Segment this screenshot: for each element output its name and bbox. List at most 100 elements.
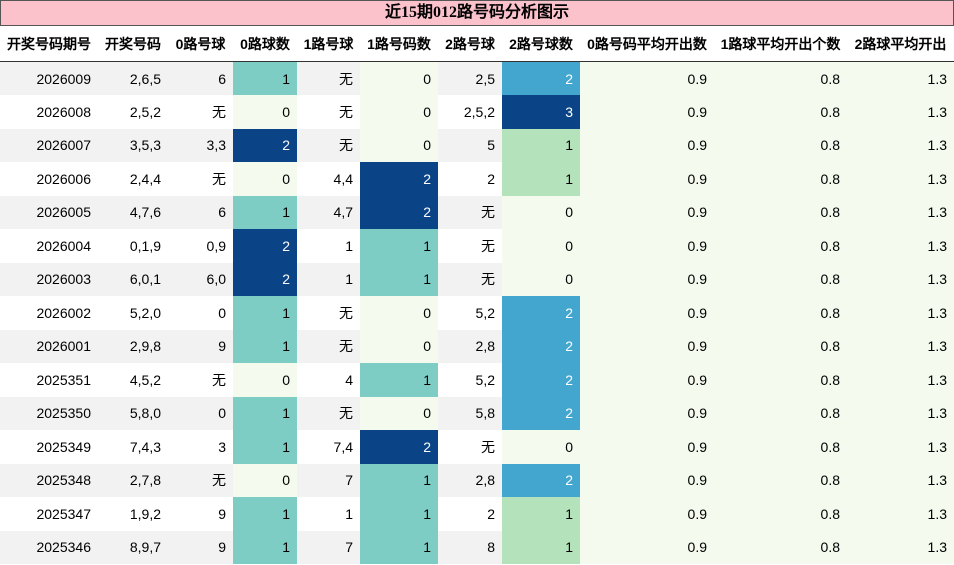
table-cell: 1.3 xyxy=(847,162,954,196)
table-cell: 1.3 xyxy=(847,61,954,95)
table-cell: 2 xyxy=(233,128,297,162)
table-cell: 0.9 xyxy=(580,329,714,363)
column-header: 开奖号码 xyxy=(98,26,168,62)
table-title: 近15期012路号码分析图示 xyxy=(0,0,954,26)
table-cell: 2 xyxy=(502,61,580,95)
table-cell: 无 xyxy=(168,463,233,497)
table-cell: 0.8 xyxy=(714,530,847,564)
table-row: 2026009 2,6,5 6 1 无 0 2,5 2 0.9 0.8 1.3 xyxy=(0,61,954,95)
table-cell: 无 xyxy=(212,371,226,388)
table-cell: 2 xyxy=(502,329,580,363)
table-row: 2026001 2,9,8 9 1 无 0 2,8 2 0.9 0.8 1.3 xyxy=(0,329,954,363)
table-cell: 2 xyxy=(502,396,580,430)
table-cell: 2,8 xyxy=(438,463,502,497)
table-cell: 2 xyxy=(502,363,580,397)
table-cell: 1.3 xyxy=(847,262,954,296)
table-cell: 1 xyxy=(233,530,297,564)
table-row: 2026004 0,1,9 0,9 2 1 1 无 0 0.9 0.8 1.3 xyxy=(0,229,954,263)
table-body: 2026009 2,6,5 6 1 无 0 2,5 2 0.9 0.8 1.3 2026008 2,5,… xyxy=(0,61,954,564)
table-cell: 7,4,3 xyxy=(129,438,161,455)
table-cell: 4,4 xyxy=(333,170,353,187)
table-cell: 1 xyxy=(345,237,353,254)
table-cell: 1 xyxy=(233,61,297,95)
table-row: 2026007 3,5,3 3,3 2 无 0 5 1 0.9 0.8 1.3 xyxy=(0,128,954,162)
table-cell: 1.3 xyxy=(847,229,954,263)
column-header: 2路号球数 xyxy=(502,26,580,62)
table-cell: 无 xyxy=(297,128,360,162)
table-cell: 5,8,0 xyxy=(98,396,168,430)
column-header: 1路号球 xyxy=(297,26,360,62)
table-cell: 2026006 xyxy=(36,170,91,187)
table-cell: 1 xyxy=(360,229,438,263)
table-cell: 2026005 xyxy=(0,195,98,229)
column-header: 2路球平均开出 xyxy=(847,26,954,62)
table-cell: 0.8 xyxy=(714,262,847,296)
table-cell: 2 xyxy=(487,170,495,187)
table-cell: 3 xyxy=(502,95,580,129)
table-row: 2026003 6,0,1 6,0 2 1 1 无 0 0.9 0.8 1.3 xyxy=(0,262,954,296)
table-cell: 7 xyxy=(297,530,360,564)
table-cell: 1 xyxy=(502,497,580,531)
table-cell: 0.9 xyxy=(580,497,714,531)
table-cell: 0 xyxy=(360,95,438,129)
table-cell: 2026002 xyxy=(36,304,91,321)
table-cell: 1 xyxy=(360,463,438,497)
table-cell: 2,9,8 xyxy=(98,329,168,363)
table-cell: 1.3 xyxy=(847,95,954,129)
table-cell: 0.8 xyxy=(714,497,847,531)
table-cell: 0.8 xyxy=(714,396,847,430)
table-cell: 9 xyxy=(168,329,233,363)
table-cell: 2 xyxy=(502,463,580,497)
table-cell: 0.9 xyxy=(580,195,714,229)
table-cell: 0 xyxy=(360,61,438,95)
table-cell: 1.3 xyxy=(847,530,954,564)
table-cell: 0.9 xyxy=(580,396,714,430)
table-cell: 无 xyxy=(438,262,502,296)
column-header: 2路号球 xyxy=(438,26,502,62)
table-row: 2025346 8,9,7 9 1 7 1 8 1 0.9 0.8 1.3 xyxy=(0,530,954,564)
table-cell: 0.9 xyxy=(580,128,714,162)
analysis-table: 开奖号码期号 开奖号码 0路号球 0路球数 1路号球 1路号码数 2路号球 2路号球数 0路号码… xyxy=(0,26,954,564)
table-cell: 0 xyxy=(233,463,297,497)
table-cell: 2026001 xyxy=(0,329,98,363)
table-cell: 1 xyxy=(233,430,297,464)
table-cell: 2,7,8 xyxy=(98,463,168,497)
table-cell: 2 xyxy=(233,229,297,263)
table-cell: 6,0,1 xyxy=(98,262,168,296)
table-cell: 0 xyxy=(218,304,226,321)
table-cell: 2 xyxy=(487,505,495,522)
table-cell: 无 xyxy=(297,329,360,363)
table-cell: 2 xyxy=(360,430,438,464)
table-cell: 0.8 xyxy=(714,61,847,95)
table-cell: 0,1,9 xyxy=(129,237,161,254)
table-cell: 9 xyxy=(218,505,226,522)
table-cell: 无 xyxy=(212,170,226,187)
table-cell: 1 xyxy=(297,262,360,296)
header-row: 开奖号码期号 开奖号码 0路号球 0路球数 1路号球 1路号码数 2路号球 2路号球数 0路号码… xyxy=(0,26,954,62)
table-cell: 2025348 xyxy=(0,463,98,497)
column-header: 0路号码平均开出数 xyxy=(580,26,714,62)
table-row: 2025350 5,8,0 0 1 无 0 5,8 2 0.9 0.8 1.3 xyxy=(0,396,954,430)
table-row: 2026002 5,2,0 0 1 无 0 5,2 2 0.9 0.8 1.3 xyxy=(0,296,954,330)
table-cell: 3,3 xyxy=(168,128,233,162)
table-cell: 无 xyxy=(212,103,226,120)
table-cell: 0 xyxy=(233,363,297,397)
table-cell: 0.9 xyxy=(580,162,714,196)
table-row: 2025349 7,4,3 3 1 7,4 2 无 0 0.9 0.8 1.3 xyxy=(0,430,954,464)
column-header: 1路号码数 xyxy=(360,26,438,62)
table-cell: 无 xyxy=(297,396,360,430)
table-cell: 0.8 xyxy=(714,229,847,263)
table-cell: 2025349 xyxy=(36,438,91,455)
table-cell: 1 xyxy=(360,530,438,564)
table-cell: 5,2,0 xyxy=(129,304,161,321)
table-cell: 0.9 xyxy=(580,530,714,564)
column-header: 0路号球 xyxy=(168,26,233,62)
column-header: 0路球数 xyxy=(233,26,297,62)
table-cell: 0.9 xyxy=(580,229,714,263)
table-cell: 无 xyxy=(481,237,495,254)
table-cell: 2026003 xyxy=(0,262,98,296)
table-cell: 0,9 xyxy=(206,237,226,254)
table-cell: 0.8 xyxy=(714,162,847,196)
table-cell: 1 xyxy=(233,296,297,330)
